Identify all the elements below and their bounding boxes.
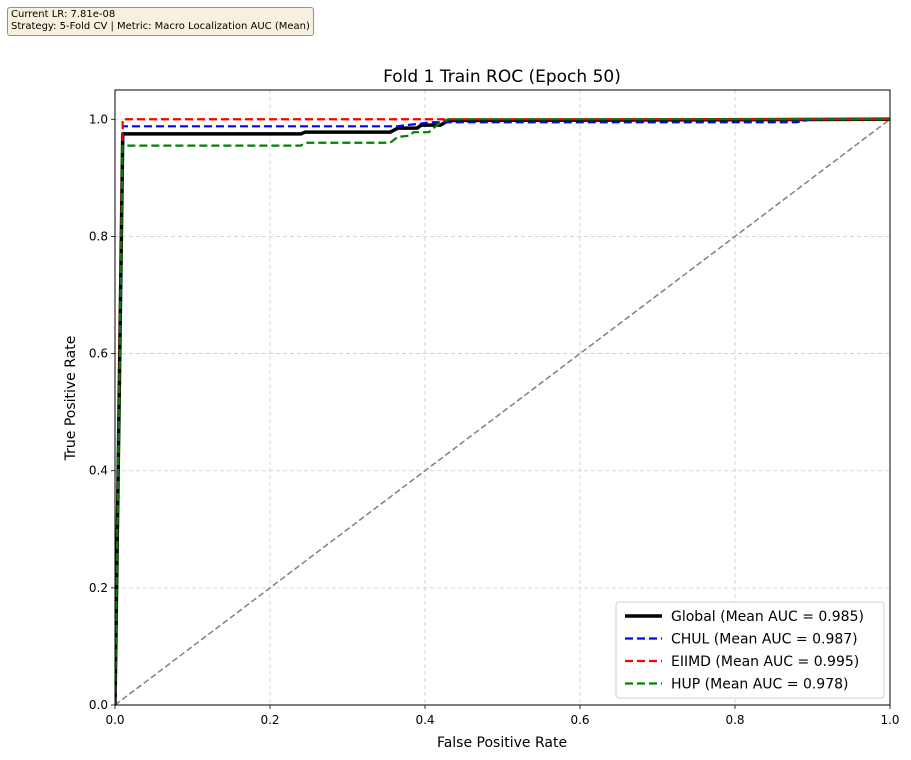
x-tick-label: 0.0 — [105, 713, 124, 727]
x-tick-label: 1.0 — [880, 713, 899, 727]
x-axis-label: False Positive Rate — [437, 735, 567, 751]
legend-label: HUP (Mean AUC = 0.978) — [671, 677, 849, 693]
x-tick-label: 0.6 — [570, 713, 589, 727]
series-line-global — [115, 117, 890, 705]
info-box: Current LR: 7.81e-08 Strategy: 5-Fold CV… — [7, 7, 314, 36]
legend-label: CHUL (Mean AUC = 0.987) — [671, 632, 858, 648]
legend: Global (Mean AUC = 0.985) CHUL (Mean AUC … — [615, 601, 885, 699]
legend-label: EIIMD (Mean AUC = 0.995) — [671, 654, 859, 670]
y-axis-ticks: 0.0 0.2 0.4 0.6 0.8 1.0 — [89, 112, 115, 712]
x-tick-label: 0.4 — [415, 713, 434, 727]
y-tick-label: 0.4 — [89, 464, 108, 478]
series-lines — [115, 117, 890, 705]
info-lr: Current LR: 7.81e-08 — [11, 9, 116, 20]
info-strategy: Strategy: 5-Fold CV | Metric: Macro Loca… — [11, 21, 310, 32]
y-tick-label: 0.8 — [89, 229, 108, 243]
chart-title: Fold 1 Train ROC (Epoch 50) — [383, 67, 621, 87]
legend-label: Global (Mean AUC = 0.985) — [671, 609, 864, 625]
x-tick-label: 0.2 — [260, 713, 279, 727]
y-tick-label: 0.0 — [89, 698, 108, 712]
y-tick-label: 0.2 — [89, 581, 108, 595]
y-tick-label: 1.0 — [89, 112, 108, 126]
series-line-hup — [115, 118, 890, 705]
legend-frame — [615, 601, 885, 699]
x-axis-ticks: 0.0 0.2 0.4 0.6 0.8 1.0 — [105, 705, 900, 727]
series-line-chul — [115, 118, 890, 705]
plot-frame — [114, 89, 891, 706]
x-tick-label: 0.8 — [725, 713, 744, 727]
y-axis-label: True Positive Rate — [63, 336, 79, 462]
y-tick-label: 0.6 — [89, 347, 108, 361]
